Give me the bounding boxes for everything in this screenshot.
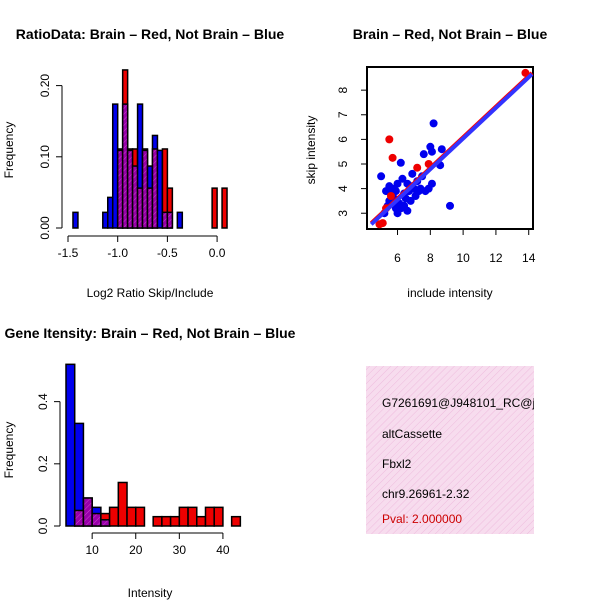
scatter-point-brain <box>413 163 422 172</box>
scatter-point-not-brain <box>419 150 428 159</box>
intensity-histogram-title: Gene Itensity: Brain – Red, Not Brain – … <box>5 325 296 341</box>
info-event-type: altCassette <box>382 427 442 441</box>
ratio-bar-not-brain <box>166 211 174 229</box>
scatter-x-tick-label: 10 <box>456 251 470 265</box>
ratio-bar-not-brain <box>72 211 79 229</box>
scatter-point-not-brain <box>446 201 454 210</box>
scatter-x-tick-label: 6 <box>394 251 401 265</box>
intensity-bars <box>65 363 242 527</box>
intensity-y-tick-label: 0.4 <box>36 393 50 410</box>
intensity-axes: 10 20 30 40 0.0 0.2 0.4 <box>36 393 230 557</box>
scatter-y-tick-label: 4 <box>336 185 350 192</box>
scatter-point-not-brain <box>429 119 438 128</box>
intensity-x-tick-label: 10 <box>85 543 99 557</box>
intensity-bar-brain <box>126 506 137 527</box>
intensity-bar-brain <box>204 506 215 527</box>
intensity-y-axis-label: Frequency <box>2 422 16 479</box>
scatter-y-tick-label: 8 <box>336 86 350 93</box>
intensity-histogram-panel: Gene Itensity: Brain – Red, Not Brain – … <box>2 325 296 600</box>
info-gene-name: Fbxl2 <box>382 457 412 471</box>
scatter-x-tick-label: 8 <box>427 251 434 265</box>
scatter-point-not-brain <box>437 145 446 154</box>
scatter-point-not-brain <box>403 206 412 215</box>
intensity-bar-brain <box>117 481 128 527</box>
scatter-y-tick-label: 5 <box>336 160 350 167</box>
intensity-bar-brain <box>73 509 85 527</box>
scatter-x-tick-label: 14 <box>522 251 536 265</box>
scatter-plot-frame <box>366 66 534 230</box>
scatter-point-not-brain <box>427 179 436 188</box>
intensity-x-tick-label: 30 <box>173 543 187 557</box>
intensity-bar-brain <box>134 506 146 527</box>
scatter-title: Brain – Red, Not Brain – Blue <box>353 26 548 42</box>
scatter-y-tick-label: 7 <box>336 111 350 118</box>
ratio-x-tick-label: -1.5 <box>58 246 79 260</box>
scatter-point-brain <box>386 192 395 200</box>
scatter-point-not-brain <box>396 158 405 167</box>
ratio-y-axis-label: Frequency <box>2 122 16 179</box>
intensity-y-tick-label: 0.2 <box>36 455 50 472</box>
scatter-axes: 6 8 10 12 14 3 4 5 6 7 8 <box>336 86 536 265</box>
ratio-axes: -1.5 -1.0 -0.5 0.0 0.00 0.10 0.20 <box>38 74 226 260</box>
ratio-x-axis-label: Log2 Ratio Skip/Include <box>87 286 214 300</box>
intensity-bar-brain <box>169 515 181 527</box>
scatter-point-brain <box>388 153 397 162</box>
ratio-bar-brain <box>211 187 218 229</box>
intensity-bar-brain <box>196 515 207 527</box>
intensity-bar-brain <box>230 515 242 527</box>
info-panel: G7261691@J948101_RC@j altCassette Fbxl2 … <box>366 366 535 534</box>
intensity-y-tick-label: 0.0 <box>36 517 50 534</box>
intensity-bar-brain <box>91 512 102 527</box>
scatter-point-brain <box>385 135 394 144</box>
info-pval: Pval: 2.000000 <box>382 512 462 526</box>
scatter-point-not-brain <box>385 182 394 191</box>
ratio-bar-brain <box>221 187 228 229</box>
ratio-histogram-panel: RatioData: Brain – Red, Not Brain – Blue… <box>2 26 284 300</box>
ratio-histogram-title: RatioData: Brain – Red, Not Brain – Blue <box>16 26 285 42</box>
ratio-x-tick-label: -0.5 <box>157 246 178 260</box>
intensity-bar-brain <box>187 506 198 527</box>
scatter-panel: Brain – Red, Not Brain – Blue 6 8 10 12 14 3 4… <box>304 26 547 300</box>
scatter-y-tick-label: 6 <box>336 136 350 143</box>
info-panel-background <box>366 366 534 534</box>
scatter-point-not-brain <box>408 169 417 178</box>
intensity-x-axis-label: Intensity <box>128 586 173 600</box>
intensity-bar-brain <box>213 506 224 527</box>
intensity-bar-brain <box>108 506 120 527</box>
scatter-point-not-brain <box>416 184 425 193</box>
info-event-id: G7261691@J948101_RC@j <box>382 396 535 410</box>
scatter-point-not-brain <box>377 172 386 181</box>
scatter-point-brain <box>375 220 384 229</box>
scatter-point-not-brain <box>391 204 400 213</box>
scatter-x-axis-label: include intensity <box>407 286 492 300</box>
intensity-bar-brain <box>161 515 172 527</box>
scatter-point-not-brain <box>393 179 402 188</box>
intensity-bar-not-brain <box>100 519 111 527</box>
scatter-fit-line-not-brain <box>369 72 534 226</box>
ratio-x-tick-label: 0.0 <box>209 246 226 260</box>
ratio-x-tick-label: -1.0 <box>107 246 128 260</box>
scatter-point-not-brain <box>427 147 436 156</box>
intensity-bar-brain <box>152 515 163 527</box>
scatter-x-tick-label: 12 <box>489 251 503 265</box>
intensity-x-tick-label: 20 <box>129 543 143 557</box>
ratio-y-tick-label: 0.20 <box>38 74 52 98</box>
intensity-bar-brain <box>178 506 189 527</box>
scatter-y-axis-label: skip intensity <box>304 116 318 185</box>
intensity-bar-not-brain <box>65 363 76 527</box>
ratio-y-tick-label: 0.10 <box>38 145 52 169</box>
intensity-x-tick-label: 40 <box>216 543 230 557</box>
scatter-point-not-brain <box>406 196 415 205</box>
scatter-marks <box>369 68 534 229</box>
ratio-bars <box>72 69 228 229</box>
info-panel-clip: G7261691@J948101_RC@j altCassette Fbxl2 … <box>382 396 535 526</box>
scatter-y-tick-label: 3 <box>336 210 350 217</box>
ratio-bar-not-brain <box>176 211 184 229</box>
ratio-y-tick-label: 0.00 <box>38 216 52 240</box>
scatter-point-not-brain <box>398 174 407 183</box>
info-location: chr9.26961-2.32 <box>382 487 470 501</box>
intensity-bar-brain <box>82 497 93 527</box>
scatter-point-not-brain <box>391 187 400 196</box>
